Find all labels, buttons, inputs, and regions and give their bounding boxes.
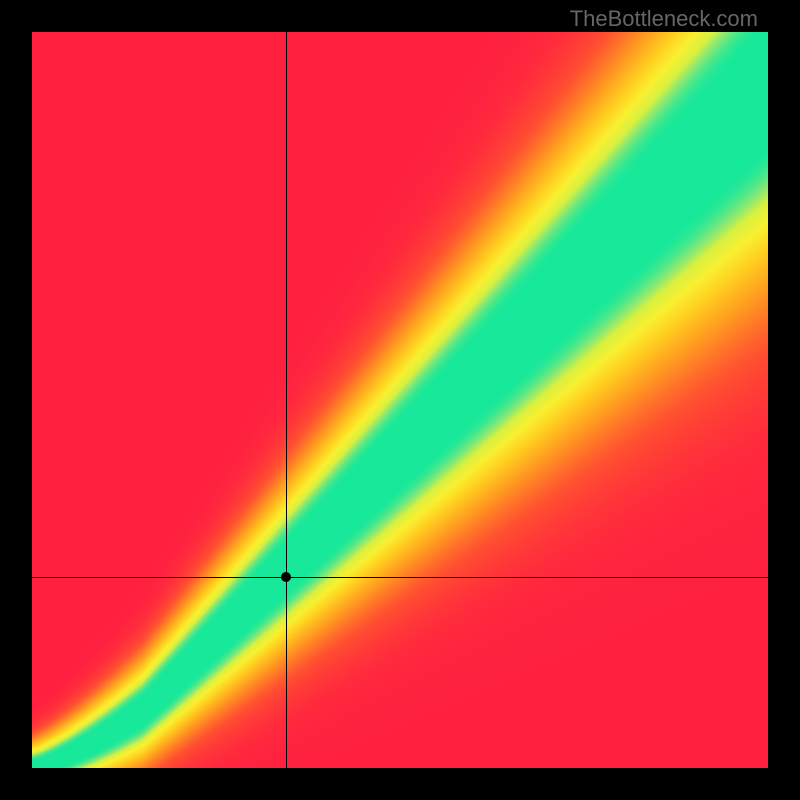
crosshair-horizontal xyxy=(32,577,768,578)
marker-dot xyxy=(281,572,291,582)
heatmap-canvas xyxy=(32,32,768,768)
bottleneck-heatmap xyxy=(32,32,768,768)
crosshair-vertical xyxy=(286,32,287,768)
watermark: TheBottleneck.com xyxy=(570,6,758,32)
